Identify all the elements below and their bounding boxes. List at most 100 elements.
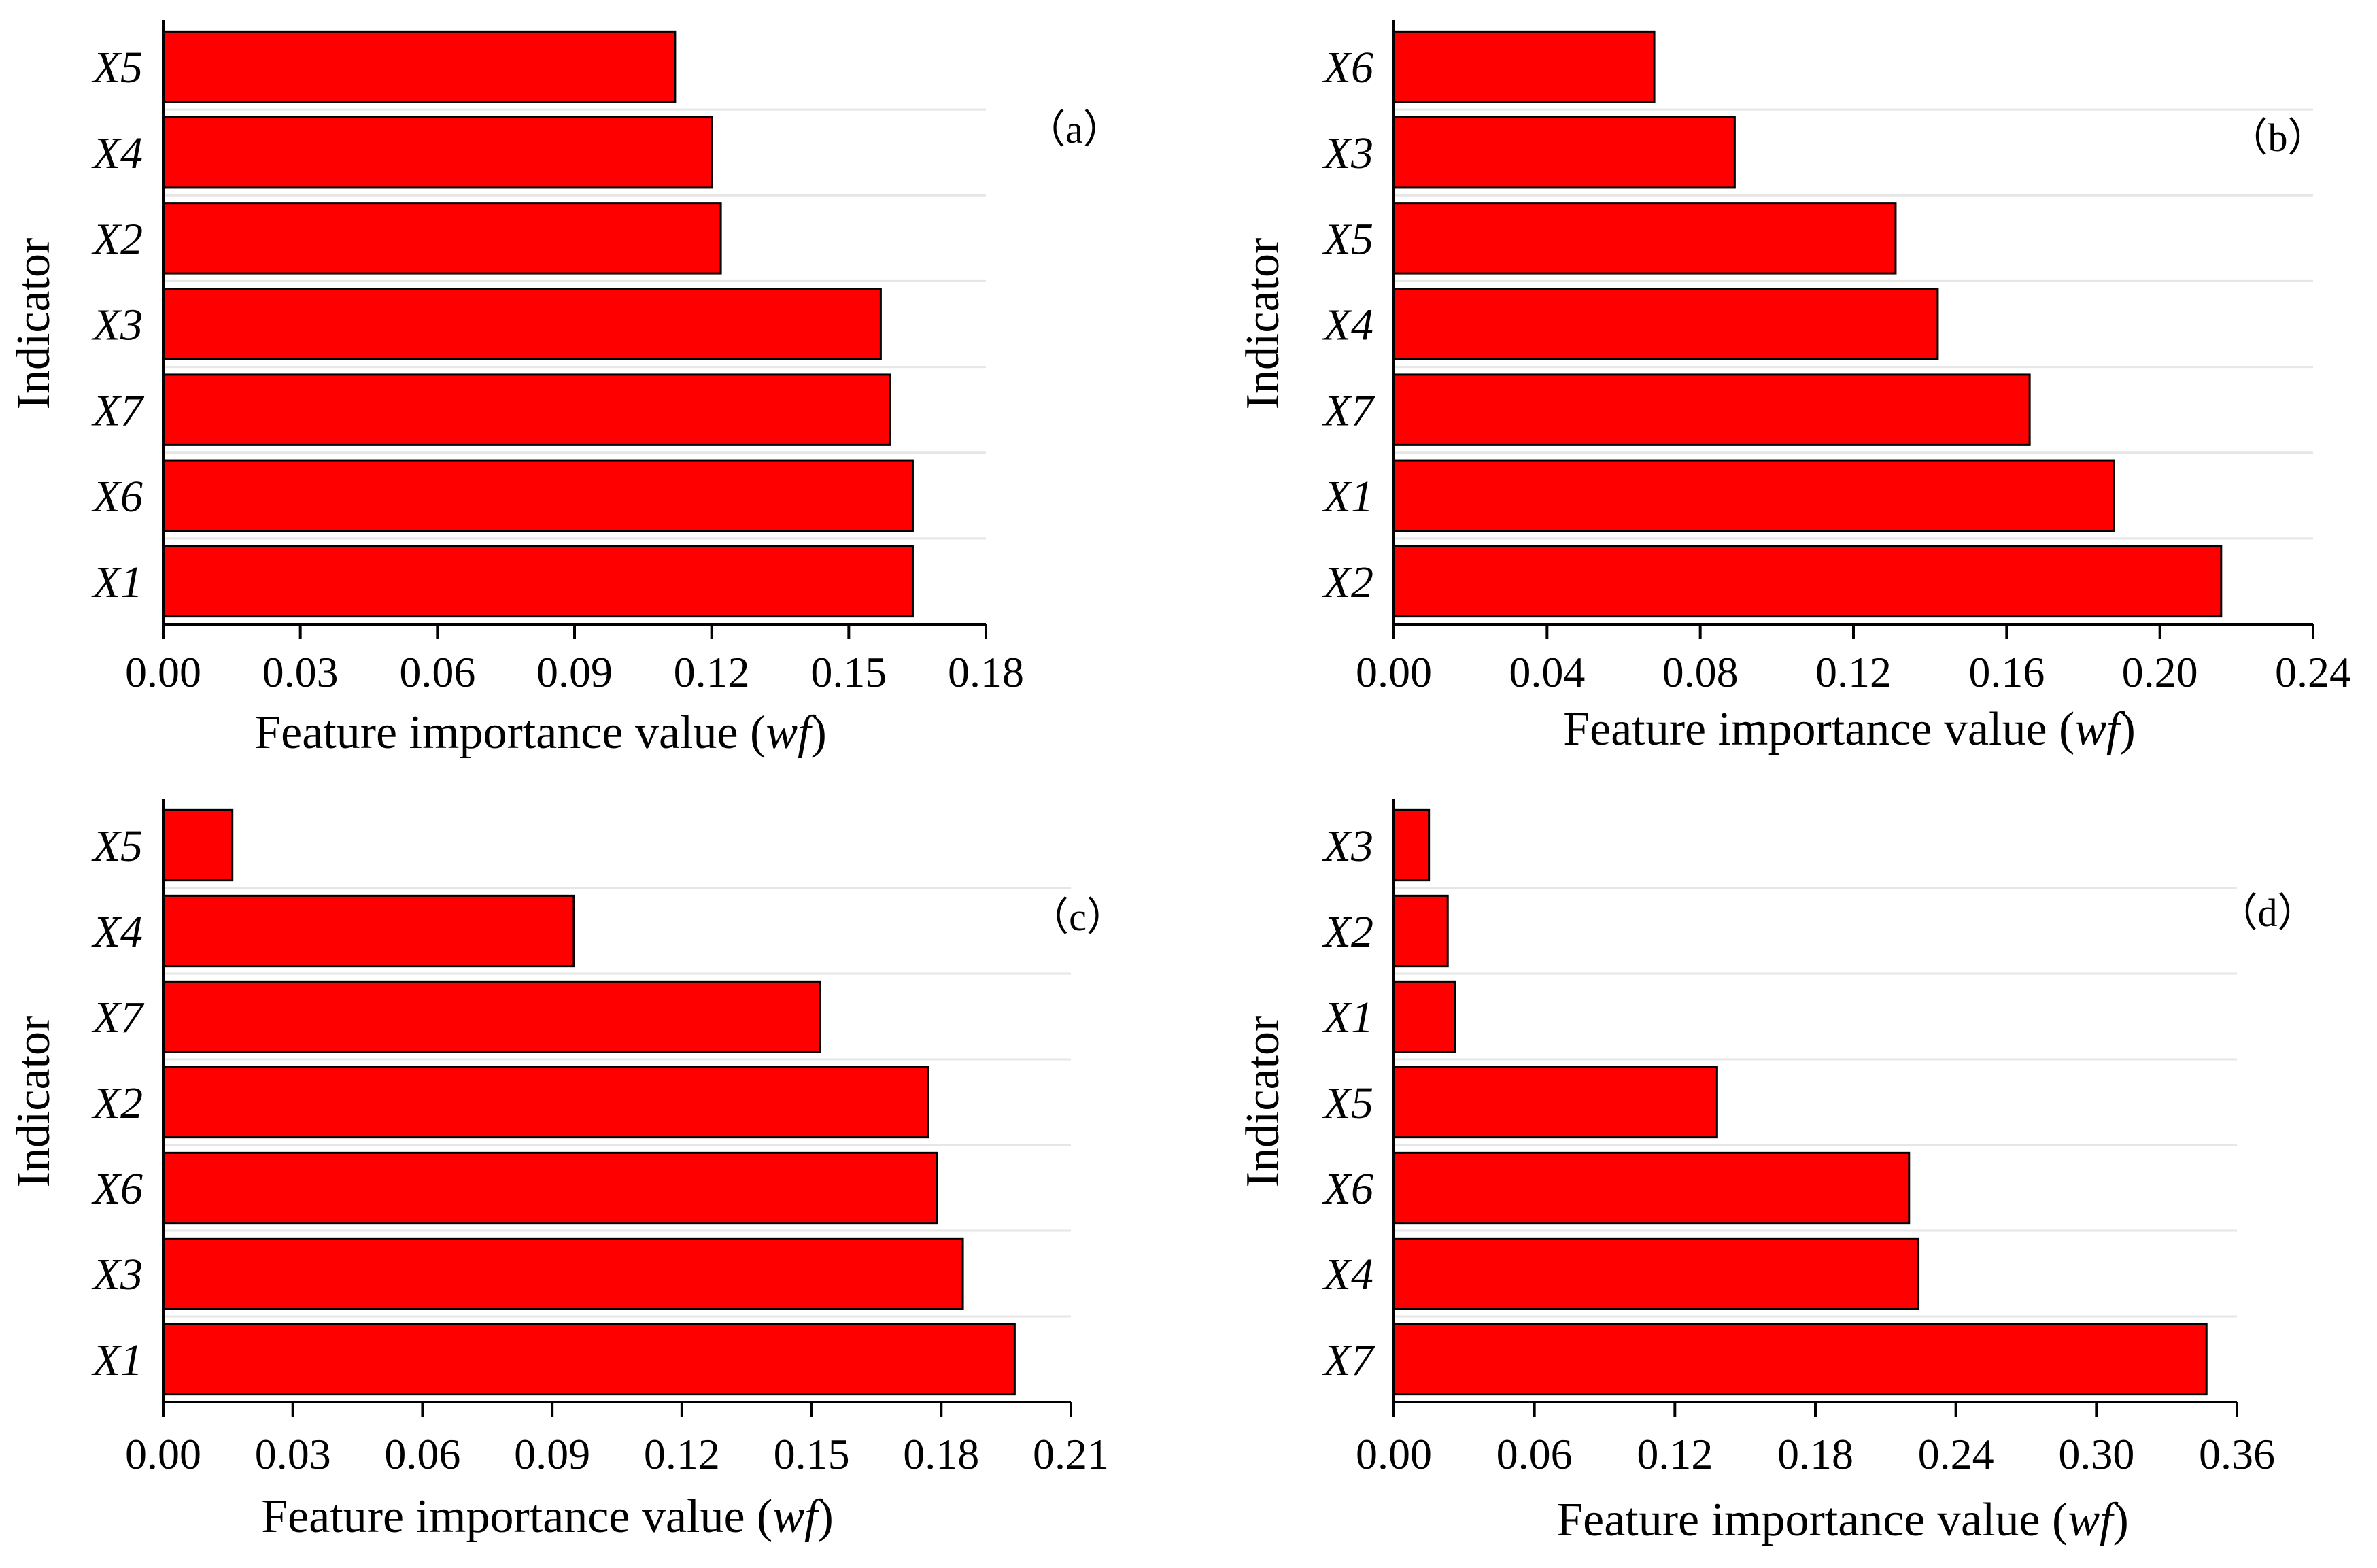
bar-x6 [1392,30,1656,103]
x-tick-label: 0.00 [125,648,201,696]
x-tick-label: 0.03 [262,648,339,696]
bar-x3 [162,1237,964,1310]
panel-c: X5 X4 X7 X2 X6 X3 X1 0.00 0.03 0.06 0.09 0.12 0.15 0.… [7,799,1126,1543]
bar-x1 [162,1323,1016,1396]
x-tick-label: 0.12 [644,1430,720,1478]
x-tick-label: 0.18 [1777,1430,1853,1478]
x-tick-label: 0.09 [536,648,613,696]
bar-x6 [162,1151,938,1225]
category-label: X2 [91,214,143,264]
bar-x7 [162,373,891,446]
bar-x1 [1392,459,2115,532]
panel-label: （d） [2218,891,2316,935]
bar-x5 [162,30,677,103]
category-label: X6 [91,472,143,522]
x-axis-title: Feature importance value (wf) [261,1490,834,1543]
x-tick-label: 0.00 [1356,1430,1432,1478]
x-tick-label: 0.16 [1968,648,2045,696]
x-tick-label: 0.06 [399,648,475,696]
bar-x7 [1392,1323,2208,1396]
category-label: X1 [1322,993,1373,1042]
x-tick-label: 0.08 [1662,648,1739,696]
panel-label: （a） [1026,107,1123,152]
category-label: X3 [1322,129,1373,178]
bar-x3 [162,288,882,360]
x-tick-label: 0.21 [1033,1430,1109,1478]
x-axis-title: Feature importance value (wf) [254,706,827,759]
panel-label: （c） [1029,895,1126,939]
x-tick-label: 0.00 [125,1430,201,1478]
x-tick-label: 0.15 [774,1430,850,1478]
x-tick-label: 0.24 [2275,648,2351,696]
x-tick-label: 0.15 [810,648,887,696]
category-label: X4 [91,129,143,178]
y-axis-title: Indicator [1237,238,1289,410]
bar-x3 [1392,116,1736,189]
category-label: X5 [1322,214,1373,264]
category-label: X7 [1322,386,1375,436]
bar-x5 [1392,1066,1718,1139]
bar-x2 [162,202,722,275]
category-label: X3 [1322,821,1373,871]
x-tick-label: 0.24 [1918,1430,1994,1478]
category-label: X1 [1322,472,1373,522]
bar-x4 [1392,1237,1920,1310]
category-label: X4 [1322,1250,1373,1299]
x-tick-label: 0.30 [2058,1430,2134,1478]
panel-label: （b） [2228,116,2327,160]
category-label: X1 [91,1335,143,1385]
bar-x1 [162,545,914,618]
x-tick-label: 0.20 [2122,648,2198,696]
category-label: X6 [1322,1164,1373,1214]
category-label: X5 [91,821,143,871]
x-tick-label: 0.06 [1497,1430,1573,1478]
bar-x2 [1392,894,1449,968]
category-label: X3 [91,1250,143,1299]
y-axis-title: Indicator [7,238,60,410]
x-tick-label: 0.18 [948,648,1024,696]
bar-x5 [162,808,234,882]
bar-x6 [162,459,914,532]
bar-x3 [1392,808,1431,882]
x-tick-label: 0.18 [903,1430,979,1478]
bar-x7 [162,980,821,1053]
bar-x4 [162,894,575,968]
bar-x4 [1392,288,1939,360]
bar-x5 [1392,202,1897,275]
bar-x2 [162,1066,929,1139]
x-axis-title: Feature importance value (wf) [1556,1494,2129,1546]
x-tick-label: 0.06 [384,1430,460,1478]
y-axis-title: Indicator [7,1016,60,1188]
category-label: X6 [1322,43,1373,92]
x-tick-label: 0.12 [1815,648,1892,696]
category-label: X6 [91,1164,143,1214]
category-label: X4 [91,907,143,957]
x-tick-label: 0.00 [1356,648,1432,696]
x-tick-label: 0.36 [2199,1430,2275,1478]
bar-x7 [1392,373,2031,446]
x-tick-label: 0.03 [255,1430,331,1478]
category-label: X2 [1322,558,1373,607]
category-label: X7 [91,386,145,436]
category-label: X5 [1322,1078,1373,1128]
bar-x2 [1392,545,2223,618]
y-axis-title: Indicator [1237,1016,1289,1188]
category-label: X3 [91,301,143,350]
x-tick-label: 0.12 [1637,1430,1713,1478]
panel-a: X5 X4 X2 X3 X7 X6 X1 0.00 0.03 0.06 0.09 0.12 0.15 0.… [7,20,1123,759]
bar-x6 [1392,1151,1911,1225]
category-label: X5 [91,43,143,92]
x-tick-label: 0.12 [674,648,750,696]
panel-b: X6 X3 X5 X4 X7 X1 X2 0.00 0.04 0.08 0.12 0.16 0.20 0.… [1237,20,2351,755]
category-label: X2 [91,1078,143,1128]
x-tick-label: 0.04 [1509,648,1585,696]
category-label: X4 [1322,301,1373,350]
x-axis-title: Feature importance value (wf) [1563,703,2136,755]
category-label: X2 [1322,907,1373,957]
category-label: X7 [1322,1335,1375,1385]
category-label: X7 [91,993,145,1042]
bar-x1 [1392,980,1456,1053]
category-label: X1 [91,558,143,607]
bar-x4 [162,116,713,189]
